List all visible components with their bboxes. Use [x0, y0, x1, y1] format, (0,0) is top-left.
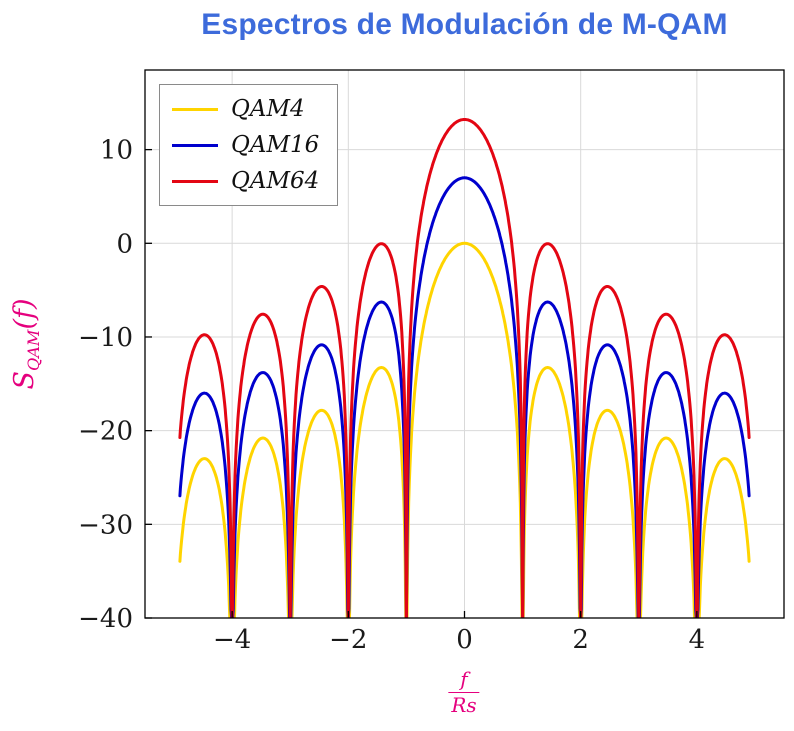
- x-tick-label: 0: [456, 625, 473, 655]
- y-tick-label: −40: [78, 604, 133, 634]
- x-tick-label: 2: [572, 625, 589, 655]
- legend-entry-qam4: QAM4: [172, 96, 319, 122]
- x-tick-label: 4: [689, 625, 706, 655]
- y-label-symbol: S: [8, 371, 40, 390]
- x-label-numerator: f: [448, 668, 480, 693]
- series-line-qam64: [178, 118, 751, 618]
- y-tick-label: −30: [78, 510, 133, 540]
- y-tick-label: −10: [78, 323, 133, 353]
- y-label-args: (f): [8, 298, 40, 330]
- legend-line-qam64-icon: [172, 179, 218, 183]
- y-tick-label: −20: [78, 417, 133, 447]
- y-label-subscript: QAM: [24, 329, 44, 372]
- x-axis-label: f Rs: [448, 668, 480, 717]
- y-axis-label: SQAM(f): [9, 298, 43, 389]
- legend-line-qam4-icon: [172, 107, 218, 111]
- legend-entry-qam64: QAM64: [172, 168, 319, 194]
- legend-label-qam4: QAM4: [231, 96, 305, 122]
- x-label-denominator: Rs: [451, 693, 477, 717]
- series-line-qam16: [178, 176, 751, 618]
- y-tick-label: 0: [116, 229, 133, 259]
- legend-entry-qam16: QAM16: [172, 132, 319, 158]
- chart-title: Espectros de Modulación de M-QAM: [201, 8, 728, 41]
- legend-label-qam16: QAM16: [231, 132, 320, 158]
- x-tick-label: −4: [213, 625, 251, 655]
- series-line-qam4: [178, 241, 751, 618]
- legend-line-qam16-icon: [172, 143, 218, 147]
- x-tick-label: −2: [329, 625, 367, 655]
- legend: QAM4 QAM16 QAM64: [159, 84, 339, 206]
- legend-label-qam64: QAM64: [231, 168, 320, 194]
- y-tick-label: 10: [100, 136, 133, 166]
